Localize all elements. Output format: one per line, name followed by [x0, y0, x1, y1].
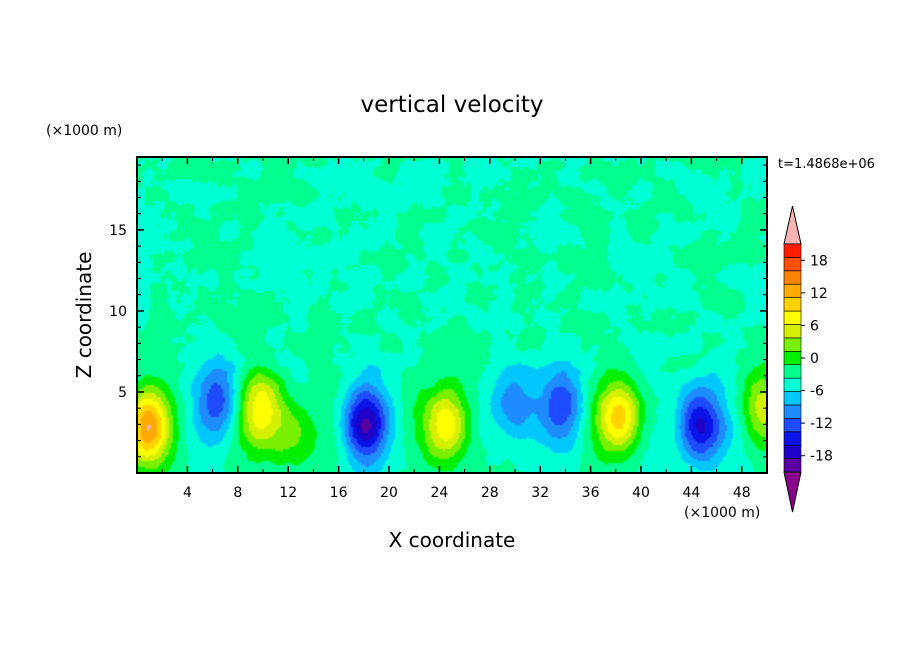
x-axis-ticks: 4 8 12 16 20 24 28 32 36 40 44 48 [161, 157, 751, 501]
y-tick-label: 10 [109, 304, 127, 320]
colorbar-arrow-top [783, 205, 802, 245]
x-tick-label: 48 [733, 485, 751, 501]
chart-title: vertical velocity [361, 92, 544, 118]
x-tick-label: 16 [330, 485, 348, 501]
colorbar-tick-label: -6 [810, 384, 824, 400]
y-tick-label: 5 [118, 385, 127, 401]
x-tick-label: 40 [632, 485, 650, 501]
x-tick-label: 28 [481, 485, 499, 501]
x-tick-label: 4 [183, 485, 192, 501]
colorbar-segment [783, 310, 802, 325]
colorbar-segment [783, 270, 802, 285]
y-tick-label: 15 [109, 223, 127, 239]
colorbar-segment [783, 391, 802, 406]
x-axis-unit: (×1000 m) [684, 505, 760, 521]
colorbar-segment [783, 418, 802, 433]
colorbar-segment [783, 283, 802, 298]
colorbar-tick-label: 0 [810, 351, 819, 367]
colorbar-segment [783, 364, 802, 379]
colorbar-tick-label: 12 [810, 286, 828, 302]
colorbar-tick-label: -18 [810, 449, 833, 465]
velocity-field [137, 157, 767, 473]
colorbar-segment [783, 404, 802, 419]
colorbar-segment [783, 444, 802, 459]
colorbar-segment [783, 350, 802, 366]
plot-area [136, 156, 768, 474]
colorbar-tick-label: 6 [810, 318, 819, 334]
colorbar-segment [783, 324, 802, 339]
y-axis-unit: (×1000 m) [46, 123, 122, 139]
x-tick-label: 20 [380, 485, 398, 501]
y-axis-label: Z coordinate [72, 252, 96, 379]
plot-frame [136, 156, 768, 474]
colorbar-segment [783, 257, 802, 272]
colorbar: 18 12 6 0 -6 -12 -18 [783, 205, 833, 513]
x-tick-label: 24 [430, 485, 448, 501]
colorbar-tick-label: 18 [810, 253, 828, 269]
x-tick-label: 44 [682, 485, 700, 501]
colorbar-segment [783, 243, 802, 258]
x-tick-label: 8 [233, 485, 242, 501]
colorbar-segment [783, 297, 802, 312]
colorbar-segment [783, 458, 802, 473]
colorbar-arrow-bottom [783, 471, 802, 513]
time-stamp: t=1.4868e+06 [778, 157, 875, 172]
colorbar-tick-label: -12 [810, 416, 833, 432]
colorbar-segment [783, 337, 802, 352]
x-tick-label: 32 [531, 485, 549, 501]
x-tick-label: 12 [279, 485, 297, 501]
y-axis-ticks: 5 10 15 [109, 164, 767, 458]
colorbar-segment [783, 431, 802, 446]
x-tick-label: 36 [582, 485, 600, 501]
x-axis-label: X coordinate [389, 528, 516, 552]
colorbar-segment [783, 377, 802, 392]
